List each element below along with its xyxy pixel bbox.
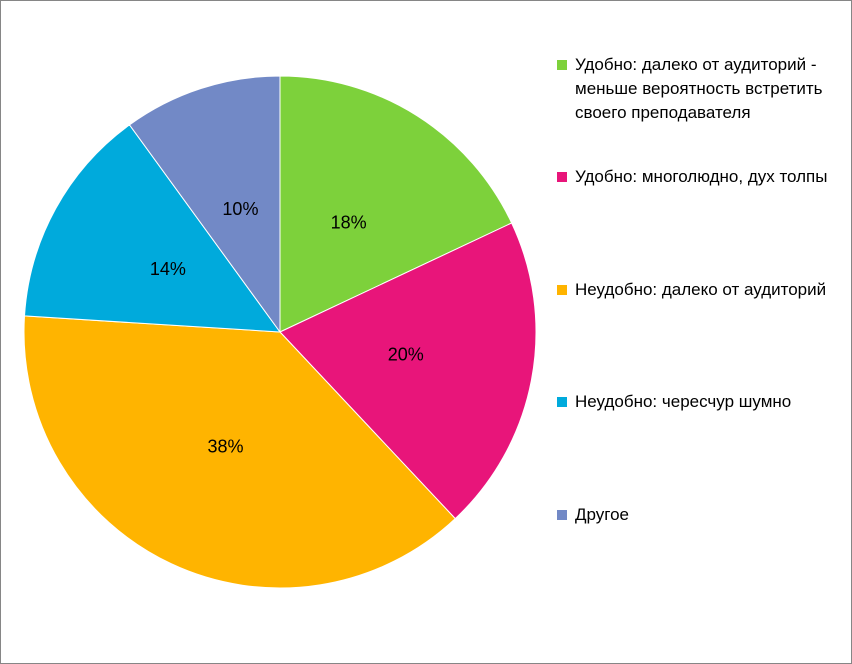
legend-swatch [557,285,567,295]
pie-slice [279,222,537,520]
data-label: 20% [388,345,424,365]
pie-slice [23,315,456,589]
legend-item: Удобно: далеко от аудиторий - меньше вер… [557,53,847,125]
legend-item: Неудобно: чересчур шумно [557,390,847,414]
data-label: 10% [222,199,258,219]
legend-item: Другое [557,503,847,527]
legend-swatch [557,172,567,182]
legend-swatch [557,510,567,520]
data-label: 38% [207,437,243,457]
legend-item: Неудобно: далеко от аудиторий [557,278,847,302]
legend-label: Неудобно: чересчур шумно [575,392,792,411]
data-label: 14% [150,259,186,279]
legend-label: Неудобно: далеко от аудиторий [575,280,827,299]
pie-slice [23,124,282,333]
data-label: 18% [331,213,367,233]
legend-label: Удобно: далеко от аудиторий - меньше вер… [575,55,823,122]
legend-item: Удобно: многолюдно, дух толпы [557,165,847,189]
legend-label: Другое [575,505,630,524]
legend-swatch [557,397,567,407]
pie-slice [128,75,281,334]
legend-label: Удобно: многолюдно, дух толпы [575,167,828,186]
pie-slice [279,75,513,333]
legend-swatch [557,60,567,70]
